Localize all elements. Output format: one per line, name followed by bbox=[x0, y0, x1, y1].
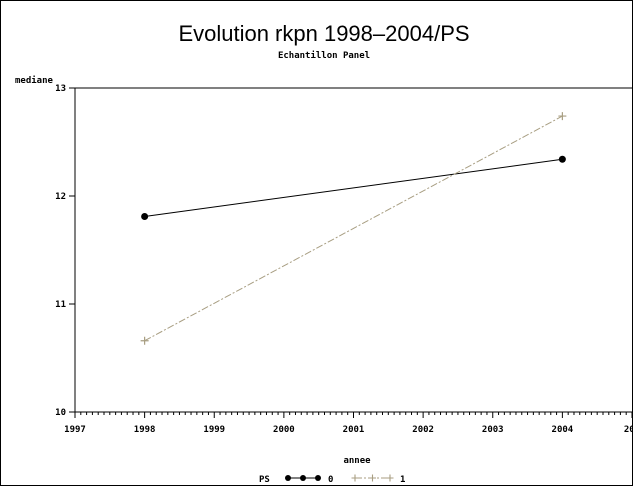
chart-title: Evolution rkpn 1998–2004/PS bbox=[178, 21, 469, 46]
plot-frame bbox=[74, 87, 632, 413]
x-tick-label: 2002 bbox=[412, 425, 434, 435]
y-tick-label: 11 bbox=[55, 300, 66, 310]
chart-subtitle: Echantillon Panel bbox=[278, 50, 370, 61]
legend: PS 0 1 bbox=[259, 474, 405, 485]
x-tick-label: 200 bbox=[624, 425, 632, 435]
y-tick-label: 10 bbox=[55, 408, 66, 418]
y-axis-label: mediane bbox=[15, 75, 54, 86]
x-axis: 1997 1998 1999 2000 2001 2002 2003 2004 200 bbox=[64, 412, 632, 435]
x-tick-label: 2001 bbox=[343, 425, 365, 435]
legend-label-1: 1 bbox=[400, 475, 405, 485]
series-point-1 bbox=[558, 112, 567, 121]
legend-title: PS bbox=[259, 475, 270, 485]
legend-marker-0 bbox=[285, 475, 291, 481]
legend-marker-1 bbox=[369, 474, 376, 482]
series-point-0 bbox=[141, 213, 149, 221]
series-point-0 bbox=[558, 155, 566, 163]
series-line-0 bbox=[144, 158, 563, 218]
x-tick-label: 2000 bbox=[273, 425, 295, 435]
x-tick-label: 1997 bbox=[64, 425, 86, 435]
x-tick-label: 1999 bbox=[203, 425, 225, 435]
legend-marker-0 bbox=[300, 475, 306, 481]
y-tick-label: 13 bbox=[55, 84, 66, 94]
y-tick-label: 12 bbox=[55, 192, 66, 202]
legend-marker-1 bbox=[386, 474, 394, 482]
series-line-1 bbox=[144, 115, 563, 342]
x-tick-label: 2003 bbox=[482, 425, 504, 435]
x-axis-label: annee bbox=[343, 456, 371, 466]
legend-label-0: 0 bbox=[328, 475, 333, 485]
series-layer bbox=[140, 112, 567, 345]
x-tick-label: 1998 bbox=[134, 425, 156, 435]
series-point-1 bbox=[140, 336, 149, 345]
legend-marker-0 bbox=[315, 475, 321, 481]
legend-marker-1 bbox=[351, 474, 359, 482]
x-tick-label: 2004 bbox=[552, 425, 574, 435]
y-axis: 10 11 12 13 bbox=[55, 84, 75, 418]
